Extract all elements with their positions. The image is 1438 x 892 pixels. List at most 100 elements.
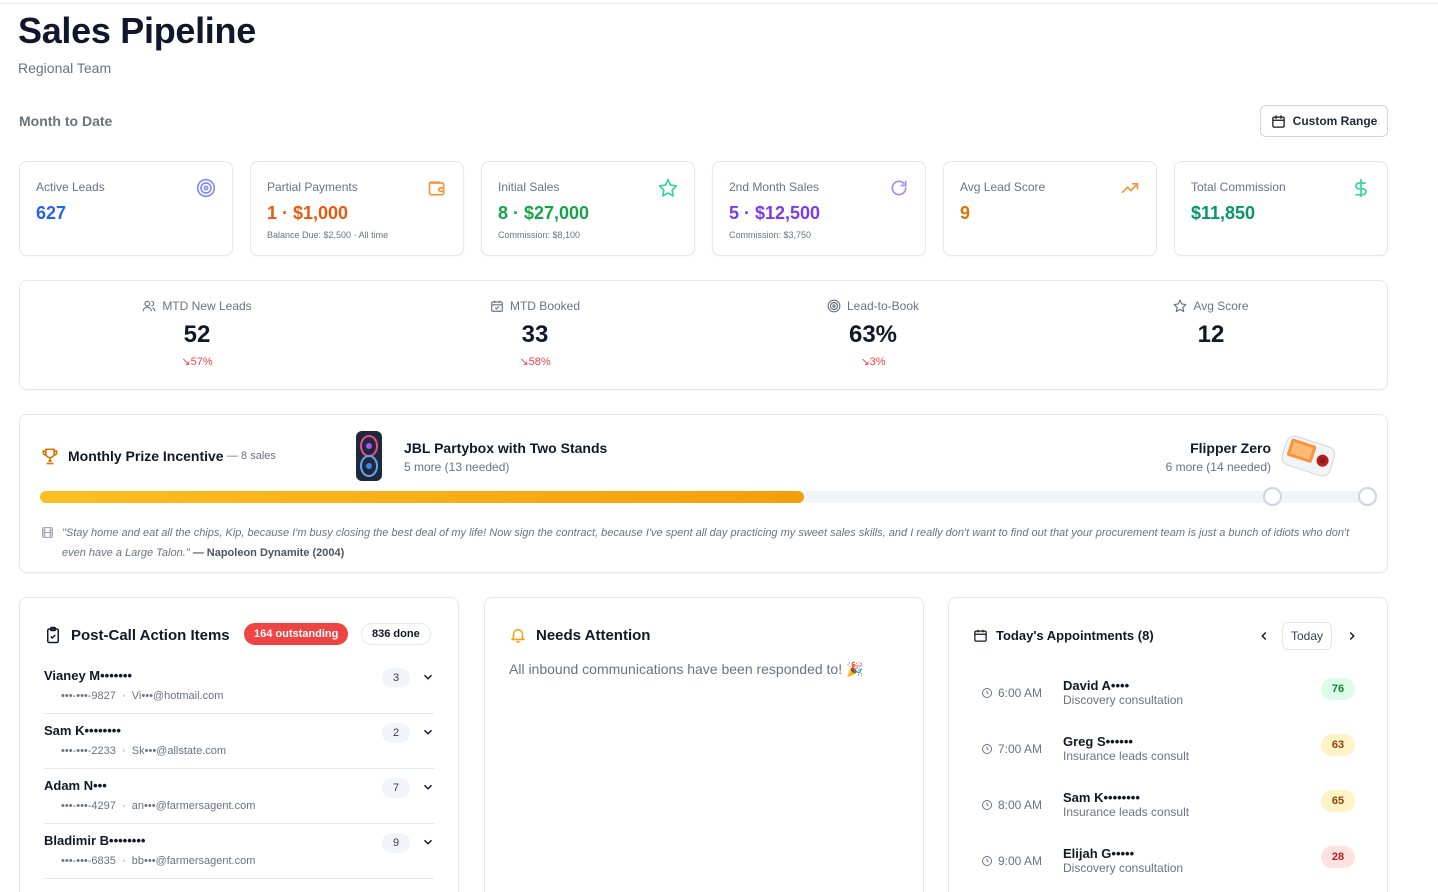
appointment-name: Greg S•••••• xyxy=(1063,734,1133,749)
film-icon xyxy=(41,526,54,539)
contact-info: •••-•••-4297 · an•••@farmersagent.com xyxy=(61,800,255,812)
needs-attention-panel: Needs Attention All inbound communicatio… xyxy=(484,597,924,892)
calendar-icon xyxy=(973,628,988,643)
appointment-row[interactable]: 9:00 AM Elijah G••••• Discovery consulta… xyxy=(973,842,1363,892)
appointments-panel: Today's Appointments (8) Today 6:00 AM D… xyxy=(948,597,1388,892)
trending-down-icon: ↘ xyxy=(181,356,190,368)
calendar-check-icon xyxy=(490,299,504,313)
lead-score-badge: 28 xyxy=(1321,846,1355,868)
clipboard-check-icon xyxy=(44,626,62,644)
contact-email: bb•••@farmersagent.com xyxy=(132,855,256,867)
today-button[interactable]: Today xyxy=(1282,622,1332,650)
mtd-label-wrap: MTD New Leads xyxy=(26,299,368,313)
top-divider xyxy=(0,3,1438,4)
mtd-new-leads: MTD New Leads 52 ↘57% xyxy=(26,281,368,391)
mtd-change-value: 3% xyxy=(870,356,886,368)
chevron-down-icon[interactable] xyxy=(421,835,435,849)
appointment-time: 7:00 AM xyxy=(981,742,1042,756)
contact-phone: •••-•••-6835 xyxy=(61,855,116,867)
outstanding-badge[interactable]: 164 outstanding xyxy=(244,623,348,645)
stat-sub: Balance Due: $2,500 · All time xyxy=(267,230,388,240)
contact-email: Vi•••@hotmail.com xyxy=(132,690,224,702)
mtd-value: 63% xyxy=(702,321,1044,349)
users-icon xyxy=(142,299,156,313)
action-items-title: Post-Call Action Items xyxy=(71,627,230,644)
appointment-row[interactable]: 6:00 AM David A•••• Discovery consultati… xyxy=(973,674,1363,730)
contact-name: Bladimir B•••••••• xyxy=(44,833,145,848)
prize-incentive-card: Monthly Prize Incentive — 8 sales JBL Pa… xyxy=(19,414,1388,573)
mtd-label-wrap: Lead-to-Book xyxy=(702,299,1044,313)
action-item-row[interactable]: Bladimir B•••••••• •••-•••-6835 · bb•••@… xyxy=(44,824,434,879)
period-label: Month to Date xyxy=(19,113,112,129)
stat-card-partial-payments: Partial Payments 1 · $1,000 Balance Due:… xyxy=(250,161,464,256)
stat-sub: Commission: $8,100 xyxy=(498,230,580,240)
action-count-badge: 9 xyxy=(382,833,410,853)
mtd-label: MTD New Leads xyxy=(162,299,251,313)
stat-value: 1 · $1,000 xyxy=(267,203,348,224)
appointment-time-text: 7:00 AM xyxy=(998,742,1042,756)
needs-attention-message: All inbound communications have been res… xyxy=(509,661,863,678)
mtd-label-wrap: Avg Score xyxy=(1040,299,1382,313)
appointment-row[interactable]: 7:00 AM Greg S•••••• Insurance leads con… xyxy=(973,730,1363,786)
chevron-down-icon[interactable] xyxy=(421,670,435,684)
appointment-name: Elijah G••••• xyxy=(1063,846,1134,861)
contact-name: Vianey M••••••• xyxy=(44,668,132,683)
calendar-icon xyxy=(1271,114,1286,129)
action-count-badge: 2 xyxy=(382,723,410,743)
refresh-icon xyxy=(889,178,909,198)
mtd-label: MTD Booked xyxy=(510,299,580,313)
trending-up-icon xyxy=(1120,178,1140,198)
lead-score-badge: 76 xyxy=(1321,678,1355,700)
appointments-title: Today's Appointments (8) xyxy=(996,628,1154,643)
mtd-lead-to-book: Lead-to-Book 63% ↘3% xyxy=(702,281,1044,391)
clock-icon xyxy=(981,687,993,699)
mtd-summary-card: MTD New Leads 52 ↘57% MTD Booked 33 ↘58%… xyxy=(19,280,1388,390)
stat-label: 2nd Month Sales xyxy=(729,180,819,194)
stat-label: Partial Payments xyxy=(267,180,358,194)
mtd-label: Lead-to-Book xyxy=(847,299,919,313)
appointment-row[interactable]: 8:00 AM Sam K•••••••• Insurance leads co… xyxy=(973,786,1363,842)
stat-card-active-leads: Active Leads 627 xyxy=(19,161,233,256)
appointment-time: 6:00 AM xyxy=(981,686,1042,700)
clock-icon xyxy=(981,855,993,867)
action-item-row[interactable]: Vianey M••••••• •••-•••-9827 · Vi•••@hot… xyxy=(44,659,434,714)
appointments-header: Today's Appointments (8) xyxy=(973,628,1154,643)
action-item-row[interactable]: Adam N••• •••-•••-4297 · an•••@farmersag… xyxy=(44,769,434,824)
stat-label: Total Commission xyxy=(1191,180,1286,194)
appointment-type: Insurance leads consult xyxy=(1063,805,1189,819)
bell-icon xyxy=(509,626,527,644)
mtd-change: ↘3% xyxy=(702,355,1044,368)
done-badge[interactable]: 836 done xyxy=(361,623,431,645)
appointment-type: Discovery consultation xyxy=(1063,693,1183,707)
mtd-value: 12 xyxy=(1040,321,1382,349)
star-icon xyxy=(658,178,678,198)
custom-range-button[interactable]: Custom Range xyxy=(1260,105,1388,137)
stat-label: Avg Lead Score xyxy=(960,180,1045,194)
chevron-down-icon[interactable] xyxy=(421,780,435,794)
needs-attention-title: Needs Attention xyxy=(536,627,650,644)
appointment-time: 8:00 AM xyxy=(981,798,1042,812)
stat-card-2nd-month-sales: 2nd Month Sales 5 · $12,500 Commission: … xyxy=(712,161,926,256)
chevron-left-icon[interactable] xyxy=(1257,629,1271,643)
page-subtitle: Regional Team xyxy=(18,60,111,76)
prize-quote: "Stay home and eat all the chips, Kip, b… xyxy=(62,523,1362,563)
prize-progress-track xyxy=(40,491,1368,503)
prize-milestone-2 xyxy=(1358,487,1377,506)
prize-item-1-name: JBL Partybox with Two Stands xyxy=(404,440,607,456)
contact-phone: •••-•••-4297 xyxy=(61,800,116,812)
mtd-value: 33 xyxy=(364,321,706,349)
chevron-down-icon[interactable] xyxy=(421,725,435,739)
stat-value: 627 xyxy=(36,203,66,224)
trending-down-icon: ↘ xyxy=(860,356,869,368)
lead-score-badge: 63 xyxy=(1321,734,1355,756)
prize-milestone-1 xyxy=(1263,487,1282,506)
lead-score-badge: 65 xyxy=(1321,790,1355,812)
chevron-right-icon[interactable] xyxy=(1345,629,1359,643)
action-item-row[interactable]: Sam K•••••••• •••-•••-2233 · Sk•••@allst… xyxy=(44,714,434,769)
appointment-time-text: 9:00 AM xyxy=(998,854,1042,868)
contact-info: •••-•••-9827 · Vi•••@hotmail.com xyxy=(61,690,223,702)
stat-card-avg-lead-score: Avg Lead Score 9 xyxy=(943,161,1157,256)
action-count-badge: 3 xyxy=(382,668,410,688)
mtd-value: 52 xyxy=(26,321,368,349)
mtd-change: ↘58% xyxy=(364,355,706,368)
